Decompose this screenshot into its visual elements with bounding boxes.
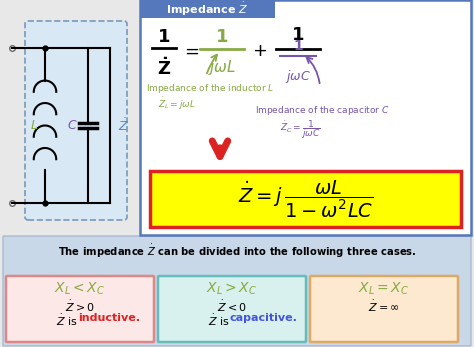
Text: Impedance of the inductor $L$: Impedance of the inductor $L$ [146, 82, 274, 95]
Text: $\dot{Z}$ is: $\dot{Z}$ is [208, 313, 230, 328]
Text: The impedance $\dot{Z}$ can be divided into the following three cases.: The impedance $\dot{Z}$ can be divided i… [58, 243, 416, 260]
FancyBboxPatch shape [140, 0, 275, 18]
FancyBboxPatch shape [25, 21, 127, 220]
FancyBboxPatch shape [6, 276, 154, 342]
Text: $\mathbf{1}$: $\mathbf{1}$ [215, 28, 228, 46]
Text: $X_L < X_C$: $X_L < X_C$ [55, 281, 106, 297]
Text: $\dot{Z}$: $\dot{Z}$ [118, 117, 129, 134]
Text: $\mathbf{1}$: $\mathbf{1}$ [292, 39, 303, 53]
Text: Impedance $\dot{Z}$: Impedance $\dot{Z}$ [166, 0, 249, 18]
Text: $=$: $=$ [181, 42, 199, 60]
Text: $\dot{Z}_C = \dfrac{1}{j\omega C}$: $\dot{Z}_C = \dfrac{1}{j\omega C}$ [280, 118, 320, 141]
Text: inductive.: inductive. [78, 313, 140, 323]
Text: $C$: $C$ [67, 119, 77, 132]
Text: $\mathit{j\omega C}$: $\mathit{j\omega C}$ [285, 68, 311, 85]
Text: $X_L = X_C$: $X_L = X_C$ [358, 281, 410, 297]
Text: $\dot{Z} < 0$: $\dot{Z} < 0$ [217, 299, 247, 314]
Text: $\dot{Z} > 0$: $\dot{Z} > 0$ [65, 299, 95, 314]
Text: $\mathbf{1}$: $\mathbf{1}$ [157, 28, 171, 46]
FancyBboxPatch shape [3, 236, 471, 346]
Text: $\dot{Z}_L = j\omega L$: $\dot{Z}_L = j\omega L$ [158, 96, 196, 112]
FancyBboxPatch shape [310, 276, 458, 342]
FancyBboxPatch shape [150, 171, 461, 227]
Text: $\dot{Z}$ is: $\dot{Z}$ is [56, 313, 78, 328]
Text: $L$: $L$ [30, 119, 38, 132]
Text: Impedance of the capacitor $C$: Impedance of the capacitor $C$ [255, 104, 390, 117]
Text: $X_L > X_C$: $X_L > X_C$ [206, 281, 257, 297]
FancyBboxPatch shape [158, 276, 306, 342]
FancyBboxPatch shape [140, 0, 471, 235]
Text: $\mathbf{1}$: $\mathbf{1}$ [292, 26, 305, 44]
Text: $\dot{Z} = j\,\dfrac{\omega L}{1 - \omega^2 LC}$: $\dot{Z} = j\,\dfrac{\omega L}{1 - \omeg… [237, 178, 374, 220]
Text: $+$: $+$ [253, 42, 267, 60]
Text: $\dot{Z} = \infty$: $\dot{Z} = \infty$ [368, 299, 400, 314]
Text: $\mathit{j\omega L}$: $\mathit{j\omega L}$ [208, 58, 236, 77]
Text: $\mathbf{\dot{Z}}$: $\mathbf{\dot{Z}}$ [157, 58, 171, 79]
Text: capacitive.: capacitive. [230, 313, 298, 323]
